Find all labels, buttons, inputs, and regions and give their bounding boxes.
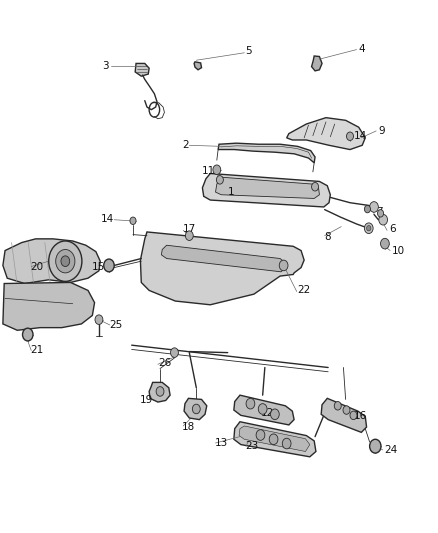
Polygon shape — [287, 118, 365, 150]
Circle shape — [256, 430, 265, 440]
Text: 3: 3 — [102, 61, 109, 70]
Polygon shape — [3, 239, 100, 284]
Circle shape — [379, 214, 388, 225]
Circle shape — [370, 439, 381, 453]
Circle shape — [185, 231, 193, 240]
Polygon shape — [184, 398, 207, 419]
Text: 2: 2 — [182, 140, 188, 150]
Text: 23: 23 — [245, 441, 258, 451]
Text: 10: 10 — [392, 246, 405, 255]
Text: 14: 14 — [101, 214, 114, 224]
Polygon shape — [234, 422, 316, 457]
Text: 24: 24 — [384, 445, 397, 455]
Text: 14: 14 — [353, 131, 367, 141]
Text: 25: 25 — [109, 320, 122, 330]
Polygon shape — [149, 382, 170, 402]
Text: 8: 8 — [324, 232, 330, 243]
Circle shape — [192, 404, 200, 414]
Circle shape — [283, 438, 291, 449]
Text: 15: 15 — [92, 262, 105, 271]
Text: 26: 26 — [158, 358, 171, 368]
Text: 11: 11 — [201, 166, 215, 176]
Circle shape — [49, 241, 82, 281]
Circle shape — [258, 403, 267, 414]
Circle shape — [367, 225, 371, 231]
Circle shape — [156, 386, 164, 396]
Circle shape — [170, 348, 178, 358]
Polygon shape — [135, 63, 149, 76]
Polygon shape — [194, 62, 201, 70]
Polygon shape — [161, 245, 286, 272]
Text: 5: 5 — [245, 46, 252, 56]
Circle shape — [130, 217, 136, 224]
Polygon shape — [215, 177, 319, 198]
Text: 21: 21 — [30, 345, 44, 356]
Polygon shape — [311, 56, 322, 71]
Circle shape — [279, 260, 288, 271]
Polygon shape — [321, 398, 367, 432]
Circle shape — [22, 328, 33, 341]
Circle shape — [246, 398, 255, 409]
Text: 13: 13 — [215, 438, 228, 448]
Text: 1: 1 — [228, 187, 234, 197]
Circle shape — [364, 223, 373, 233]
Text: 12: 12 — [261, 408, 274, 418]
Circle shape — [61, 256, 70, 266]
Text: 7: 7 — [376, 207, 383, 217]
Circle shape — [350, 411, 357, 419]
Polygon shape — [202, 173, 330, 207]
Circle shape — [364, 205, 371, 213]
Text: 18: 18 — [182, 422, 195, 432]
Circle shape — [104, 259, 114, 272]
Text: 22: 22 — [297, 286, 311, 295]
Polygon shape — [218, 143, 315, 163]
Circle shape — [343, 406, 350, 414]
Circle shape — [95, 315, 103, 325]
Text: 9: 9 — [378, 126, 385, 136]
Circle shape — [269, 434, 278, 445]
Circle shape — [381, 238, 389, 249]
Polygon shape — [141, 232, 304, 305]
Text: 16: 16 — [353, 411, 367, 422]
Text: 6: 6 — [389, 224, 396, 235]
Circle shape — [378, 209, 384, 217]
Text: 17: 17 — [183, 224, 197, 235]
Circle shape — [311, 182, 318, 191]
Text: 19: 19 — [139, 395, 152, 406]
Circle shape — [346, 132, 353, 141]
Polygon shape — [239, 426, 310, 451]
Circle shape — [216, 175, 223, 184]
Polygon shape — [3, 282, 95, 330]
Polygon shape — [234, 395, 294, 425]
Circle shape — [271, 409, 279, 419]
Circle shape — [370, 201, 378, 212]
Text: 4: 4 — [359, 44, 365, 53]
Text: 20: 20 — [30, 262, 43, 271]
Circle shape — [213, 165, 221, 174]
Circle shape — [334, 401, 341, 410]
Circle shape — [56, 249, 75, 273]
